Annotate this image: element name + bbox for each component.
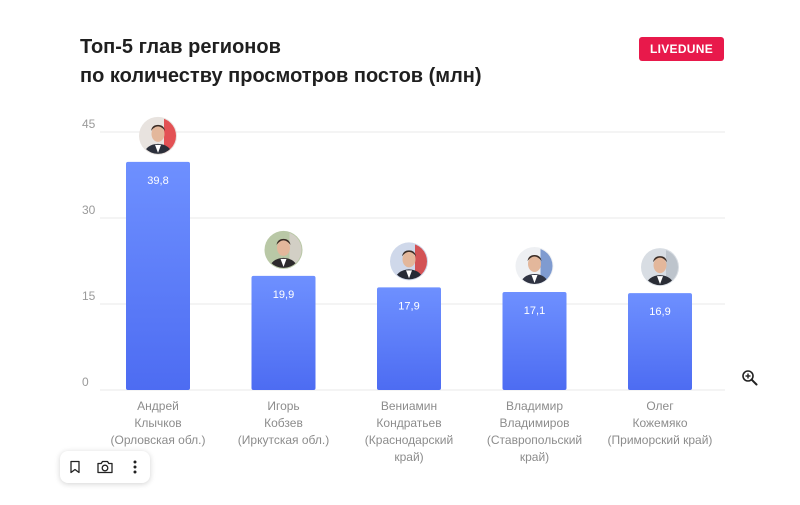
bookmark-button[interactable] [62,454,88,480]
more-vertical-icon [133,460,137,474]
title-line-2: по количеству просмотров постов (млн) [80,65,482,87]
bar-value-label: 19,9 [273,289,294,301]
image-toolbar [60,451,150,483]
livedune-badge: LIVEDUNE [639,37,724,61]
bar-value-label: 17,1 [524,305,545,317]
screenshot-search-button[interactable] [92,454,118,480]
bar [251,275,316,390]
category-label: Вениамин Кондратьев (Краснодарский край) [365,399,453,464]
category-label: Олег Кожемяко (Приморский край) [608,399,713,447]
bookmark-icon [70,460,80,474]
avatar [641,248,679,287]
zoom-in-icon[interactable] [741,369,759,387]
category-label: Владимир Владимиров (Ставропольский край) [487,399,582,464]
avatar [515,246,554,285]
y-tick-label: 45 [82,117,96,131]
title-line-1: Топ-5 глав регионов [80,36,281,58]
y-tick-label: 0 [82,375,89,389]
bar [126,161,190,390]
avatar [139,116,177,155]
bar-value-label: 39,8 [147,175,168,187]
avatar [264,230,303,269]
chart-title: Топ-5 глав регионов по количеству просмо… [80,33,482,91]
bar-value-label: 17,9 [398,300,419,312]
more-options-button[interactable] [122,454,148,480]
y-tick-label: 15 [82,289,96,303]
avatar [390,242,428,281]
bar [377,287,441,390]
bar [628,293,692,390]
camera-icon [97,460,113,474]
category-label: Игорь Кобзев (Иркутская обл.) [238,399,329,447]
bar-value-label: 16,9 [649,306,670,318]
category-label: Андрей Клычков (Орловская обл.) [110,399,205,447]
y-tick-label: 30 [82,203,96,217]
bar [502,291,567,390]
